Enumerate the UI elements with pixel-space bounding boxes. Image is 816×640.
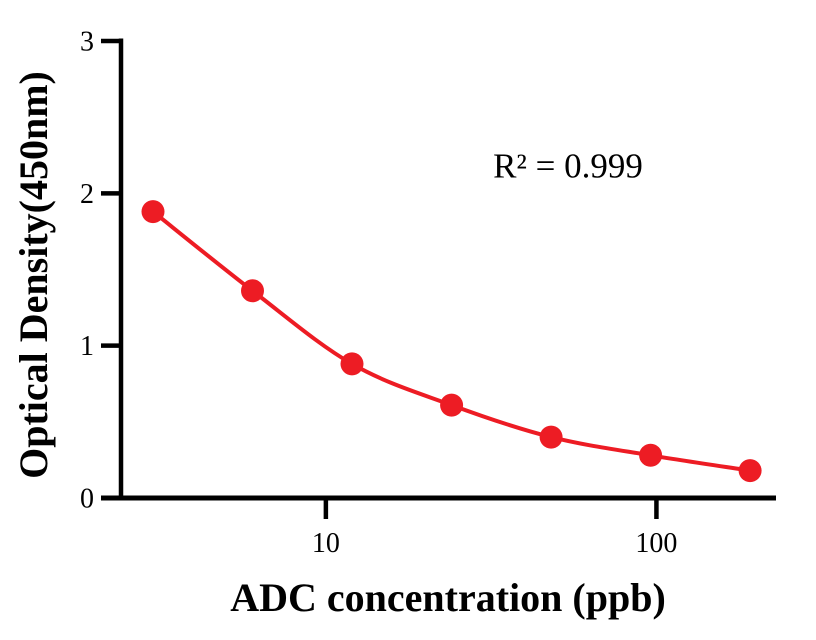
y-tick-label-0: 0 [80,484,94,515]
data-point-5 [639,443,663,467]
y-tick-label-2: 2 [80,179,94,210]
x-axis-title: ADC concentration (ppb) [230,575,666,620]
data-point-3 [440,393,464,417]
y-axis-title: Optical Density(450nm) [11,71,56,479]
data-point-4 [539,425,563,449]
data-point-6 [738,459,762,483]
r-squared-annotation: R² = 0.999 [493,146,643,186]
y-tick-label-3: 3 [80,27,94,58]
x-tick-label-100: 100 [635,528,677,559]
data-point-1 [241,279,264,303]
x-tick-label-10: 10 [312,528,340,559]
data-point-2 [340,352,364,376]
fitted-curve [151,209,753,473]
y-tick-label-1: 1 [80,331,94,362]
data-point-0 [141,200,165,224]
